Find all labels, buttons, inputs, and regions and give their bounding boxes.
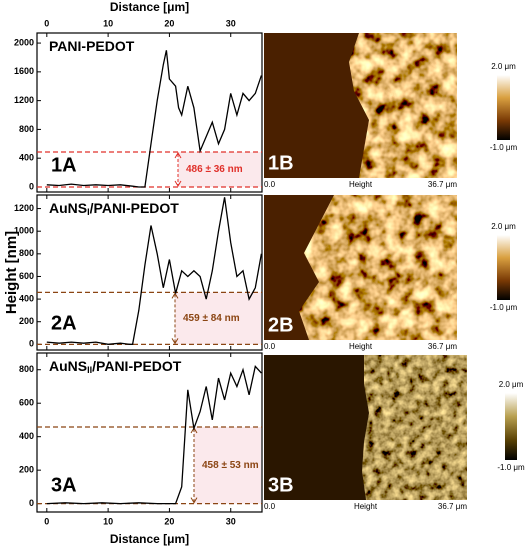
colorbar: [497, 75, 510, 140]
y-tick-label: 0: [29, 181, 34, 191]
y-tick-label: 1000: [14, 226, 34, 236]
profile-line: [46, 50, 263, 188]
scale-end: 36.7 μm: [438, 502, 467, 511]
x-tick-label: 0: [44, 516, 49, 526]
x-tick-label: 0: [44, 18, 49, 28]
afm-substrate: [264, 195, 334, 340]
title-part: AuNS: [49, 358, 87, 374]
title-part: I: [87, 207, 90, 217]
y-tick-label: 400: [19, 153, 34, 163]
panel-label: 2A: [51, 312, 77, 334]
title-part: /PANI-PEDOT: [90, 200, 180, 216]
panel-label: 3A: [51, 474, 77, 496]
scale-start: 0.0: [264, 180, 276, 189]
scale-start: 0.0: [264, 342, 276, 351]
y-tick-label: 200: [19, 316, 34, 326]
scale-name: Height: [354, 502, 378, 511]
scale-start: 0.0: [264, 502, 276, 511]
x-tick-label: 30: [226, 516, 236, 526]
y-tick-label: 200: [19, 465, 34, 475]
profile-line: [46, 197, 263, 345]
annotation: 458 ± 53 nm: [202, 460, 259, 471]
annotation-bg: [194, 426, 261, 504]
plot-frame: [36, 352, 263, 513]
y-tick-label: 1200: [14, 203, 34, 213]
image-panel-label: 2B: [268, 314, 294, 336]
profile-line: [46, 365, 262, 505]
colorbar-min: -1.0 μm: [490, 303, 518, 312]
x-tick-label: 30: [226, 18, 236, 28]
chart-title: AuNSI/PANI-PEDOT: [49, 200, 179, 218]
afm-substrate: [264, 33, 369, 178]
scale-name: Height: [349, 342, 373, 351]
y-tick-label: 600: [19, 398, 34, 408]
chart-title: PANI-PEDOT: [49, 38, 135, 54]
colorbar-min: -1.0 μm: [490, 143, 518, 152]
colorbar-max: 2.0 μm: [491, 222, 516, 231]
y-tick-label: 1200: [14, 95, 34, 105]
image-panel-label: 3B: [268, 474, 294, 496]
title-part: AuNS: [49, 200, 87, 216]
y-tick-label: 1600: [14, 66, 34, 76]
x-tick-label: 20: [164, 18, 174, 28]
plot-frame: [36, 32, 263, 193]
y-tick-label: 800: [19, 124, 34, 134]
y-tick-label: 800: [19, 364, 34, 374]
x-tick-label: 20: [164, 516, 174, 526]
annotation: 486 ± 36 nm: [186, 164, 243, 175]
annotation: 459 ± 84 nm: [183, 313, 240, 324]
plot-frame: [36, 194, 263, 351]
scale-end: 36.7 μm: [428, 180, 457, 189]
title-part: II: [87, 365, 92, 375]
colorbar-min: -1.0 μm: [497, 463, 525, 472]
panel-label: 1A: [51, 154, 77, 176]
colorbar-max: 2.0 μm: [499, 380, 524, 389]
y-tick-label: 2000: [14, 37, 34, 47]
title-part: PANI-PEDOT: [49, 38, 135, 54]
x-axis-label: Distance [μm]: [110, 532, 189, 546]
scale-end: 36.7 μm: [428, 342, 457, 351]
y-tick-label: 400: [19, 431, 34, 441]
x-tick-label: 10: [103, 18, 113, 28]
y-tick-label: 0: [29, 498, 34, 508]
colorbar-max: 2.0 μm: [491, 62, 516, 71]
image-panel-label: 1B: [268, 152, 294, 174]
y-axis-label: Height [nm]: [3, 231, 20, 314]
afm-substrate: [264, 355, 369, 500]
y-tick-label: 0: [29, 339, 34, 349]
chart-title: AuNSII/PANI-PEDOT: [49, 358, 182, 376]
y-tick-label: 800: [19, 248, 34, 258]
arrow-head: [174, 152, 182, 187]
y-tick-label: 600: [19, 271, 34, 281]
x-tick-label: 10: [103, 516, 113, 526]
y-tick-label: 400: [19, 293, 34, 303]
scale-name: Height: [349, 180, 373, 189]
annotation-bg: [175, 292, 261, 345]
title-part: /PANI-PEDOT: [92, 358, 182, 374]
x-axis-label: Distance [μm]: [110, 0, 189, 14]
colorbar: [497, 235, 510, 300]
annotation-bg: [178, 151, 261, 187]
colorbar: [505, 393, 517, 460]
